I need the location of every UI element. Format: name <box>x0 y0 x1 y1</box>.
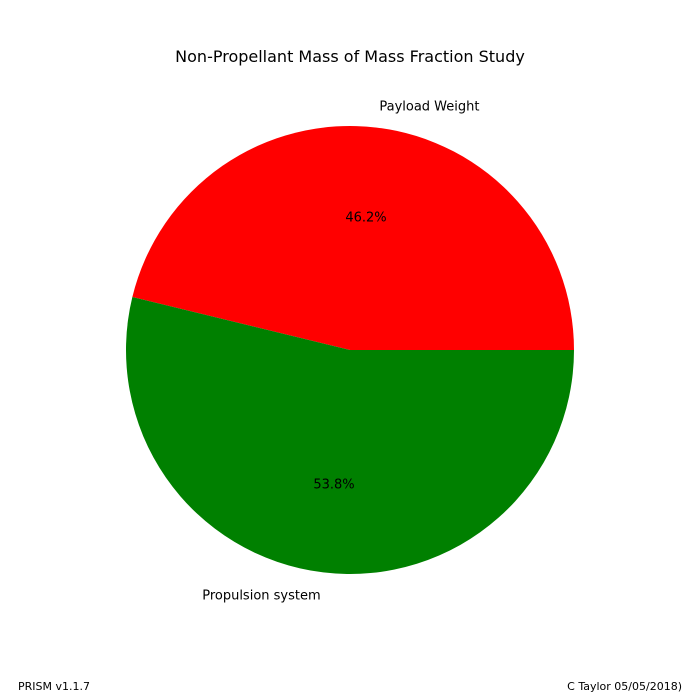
footer-author-date: C Taylor 05/05/2018) <box>567 680 682 693</box>
pct-label-propulsion-system: 53.8% <box>313 477 354 492</box>
pct-label-payload-weight: 46.2% <box>345 211 386 226</box>
slice-payload-weight <box>132 126 574 350</box>
pie-labels: 46.2% Payload Weight 53.8% Propulsion syste… <box>202 99 479 603</box>
footer-version: PRISM v1.1.7 <box>18 680 90 693</box>
pie-slices <box>126 126 575 575</box>
chart-title: Non-Propellant Mass of Mass Fraction Stu… <box>175 47 525 66</box>
slice-label-payload-weight: Payload Weight <box>379 99 479 114</box>
slice-label-propulsion-system: Propulsion system <box>202 589 320 604</box>
slice-propulsion-system <box>126 297 575 575</box>
